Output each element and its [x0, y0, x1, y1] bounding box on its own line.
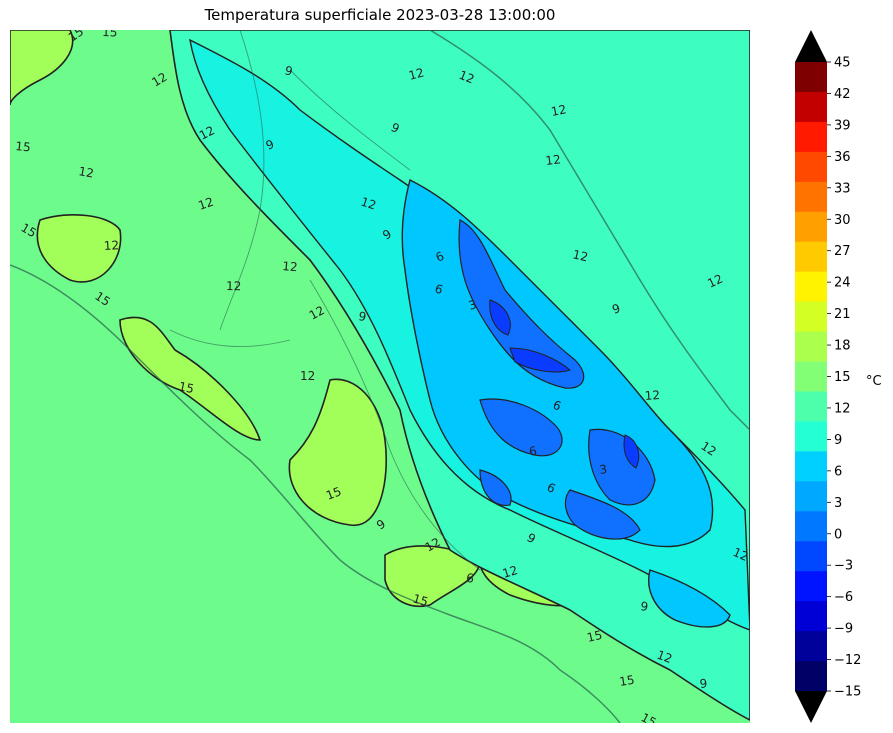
contour-label: 15 [618, 673, 635, 689]
colorbar-tick-label: 0 [834, 527, 842, 542]
colorbar-tick-label: 36 [834, 150, 851, 165]
colorbar-tick-label: 9 [834, 433, 842, 448]
colorbar-extend-min [795, 691, 827, 723]
contour-label: 9 [358, 309, 368, 324]
colorbar-band [795, 91, 827, 123]
colorbar-tick-label: 24 [834, 276, 851, 291]
warm-patches [10, 30, 602, 607]
contour-label: 9 [283, 63, 294, 78]
colorbar-tick-label: −15 [834, 685, 861, 700]
contour-label: 12 [196, 195, 215, 213]
colorbar-tick-label: 39 [834, 118, 851, 133]
contour-label: 12 [282, 259, 298, 274]
colorbar-tick-label: 6 [834, 464, 842, 479]
contour-label: 12 [226, 279, 242, 293]
colorbar-unit: °C [866, 374, 882, 389]
contour-label: 15 [411, 591, 430, 609]
contour-label: 12 [644, 388, 660, 403]
colorbar-band [795, 241, 827, 273]
colorbar-band [795, 301, 827, 333]
colorbar-tick-label: −3 [834, 559, 853, 574]
contour-label: 12 [545, 152, 562, 168]
colorbar-band [795, 661, 827, 692]
colorbar-band [795, 421, 827, 452]
colorbar-tick-label: 27 [834, 244, 851, 259]
colorbar-band [795, 451, 827, 482]
contour-label: 3 [598, 462, 608, 477]
colorbar-band [795, 331, 827, 363]
contour-label: 12 [501, 563, 520, 581]
colorbar-tick-label: −6 [834, 590, 853, 605]
contour-label: 3 [467, 297, 478, 313]
colorbar-band [795, 361, 827, 392]
colorbar-band [795, 511, 827, 542]
contour-label: 9 [640, 599, 650, 614]
colorbar-tick-label: 21 [834, 307, 851, 322]
contour-label: 12 [571, 247, 589, 264]
colorbar-band [795, 181, 827, 213]
colorbar-tick-label: 12 [834, 401, 851, 416]
colorbar-band [795, 631, 827, 662]
colorbar-band [795, 211, 827, 243]
colorbar-band [795, 391, 827, 422]
contour-labels: 15 15 12 15 12 12 9 9 12 12 12 12 12 9 12 15 12 15 12 9 12 12… [15, 30, 750, 723]
colorbar-bands [795, 62, 827, 692]
adriatic-coastline [429, 30, 750, 431]
contour-label: 6 [433, 281, 444, 297]
contour-label: 12 [149, 70, 169, 90]
contour-label: 15 [19, 220, 39, 240]
contour-label: 12 [457, 68, 476, 87]
colorbar-extend-max [795, 30, 827, 62]
colorbar-band [795, 571, 827, 602]
contour-label: 6 [528, 444, 538, 459]
coldest-region [458, 219, 656, 540]
contour-label: 12 [103, 238, 119, 253]
colorbar-tick-label: −9 [834, 622, 853, 637]
contour-label: 12 [550, 102, 568, 119]
contour-label: 12 [77, 164, 94, 180]
contour-label: 9 [699, 676, 708, 691]
contour-label: 12 [407, 65, 425, 82]
colorbar-band [795, 121, 827, 153]
contour-label: 12 [698, 439, 718, 459]
contour-label: 15 [15, 139, 32, 155]
colorbar-band [795, 62, 827, 93]
contour-label: 15 [324, 484, 343, 503]
contour-label: 12 [197, 123, 217, 142]
colorbar-tick-label: 15 [834, 370, 851, 385]
contour-label: 15 [102, 30, 118, 40]
colorbar-tick-label: 18 [834, 339, 851, 354]
admin-borders [169, 30, 481, 571]
colorbar-band [795, 541, 827, 572]
freezing-cores [489, 299, 640, 469]
contour-label: 9 [610, 301, 622, 317]
contour-label: 12 [705, 272, 725, 291]
colorbar-tick-label: 45 [834, 56, 851, 71]
map-title: Temperatura superficiale 2023-03-28 13:0… [204, 6, 556, 24]
colorbar-tick-label: −12 [834, 653, 861, 668]
contour-label: 15 [586, 628, 604, 645]
colorbar-band [795, 271, 827, 303]
temperature-map: 15 15 12 15 12 12 9 9 12 12 12 12 12 9 12 15 12 15 12 9 12 12… [10, 30, 750, 723]
colorbar-tick-label: 30 [834, 213, 851, 228]
colorbar-tick-label: 42 [834, 87, 851, 102]
contour-label: 12 [731, 545, 750, 564]
colorbar-band [795, 481, 827, 512]
contour-label: 12 [300, 369, 315, 383]
contour-label: 6 [466, 571, 475, 585]
contour-label: 12 [423, 535, 443, 555]
colorbar-band [795, 601, 827, 632]
colorbar-tick-label: 3 [834, 496, 842, 511]
contour-label: 12 [655, 648, 674, 666]
coastline [10, 264, 621, 723]
contour-label: 12 [307, 303, 327, 323]
colorbar-tick-label: 33 [834, 181, 851, 196]
contour-label: 15 [177, 379, 195, 396]
contour-label: 12 [359, 195, 378, 213]
colorbar-band [795, 151, 827, 183]
